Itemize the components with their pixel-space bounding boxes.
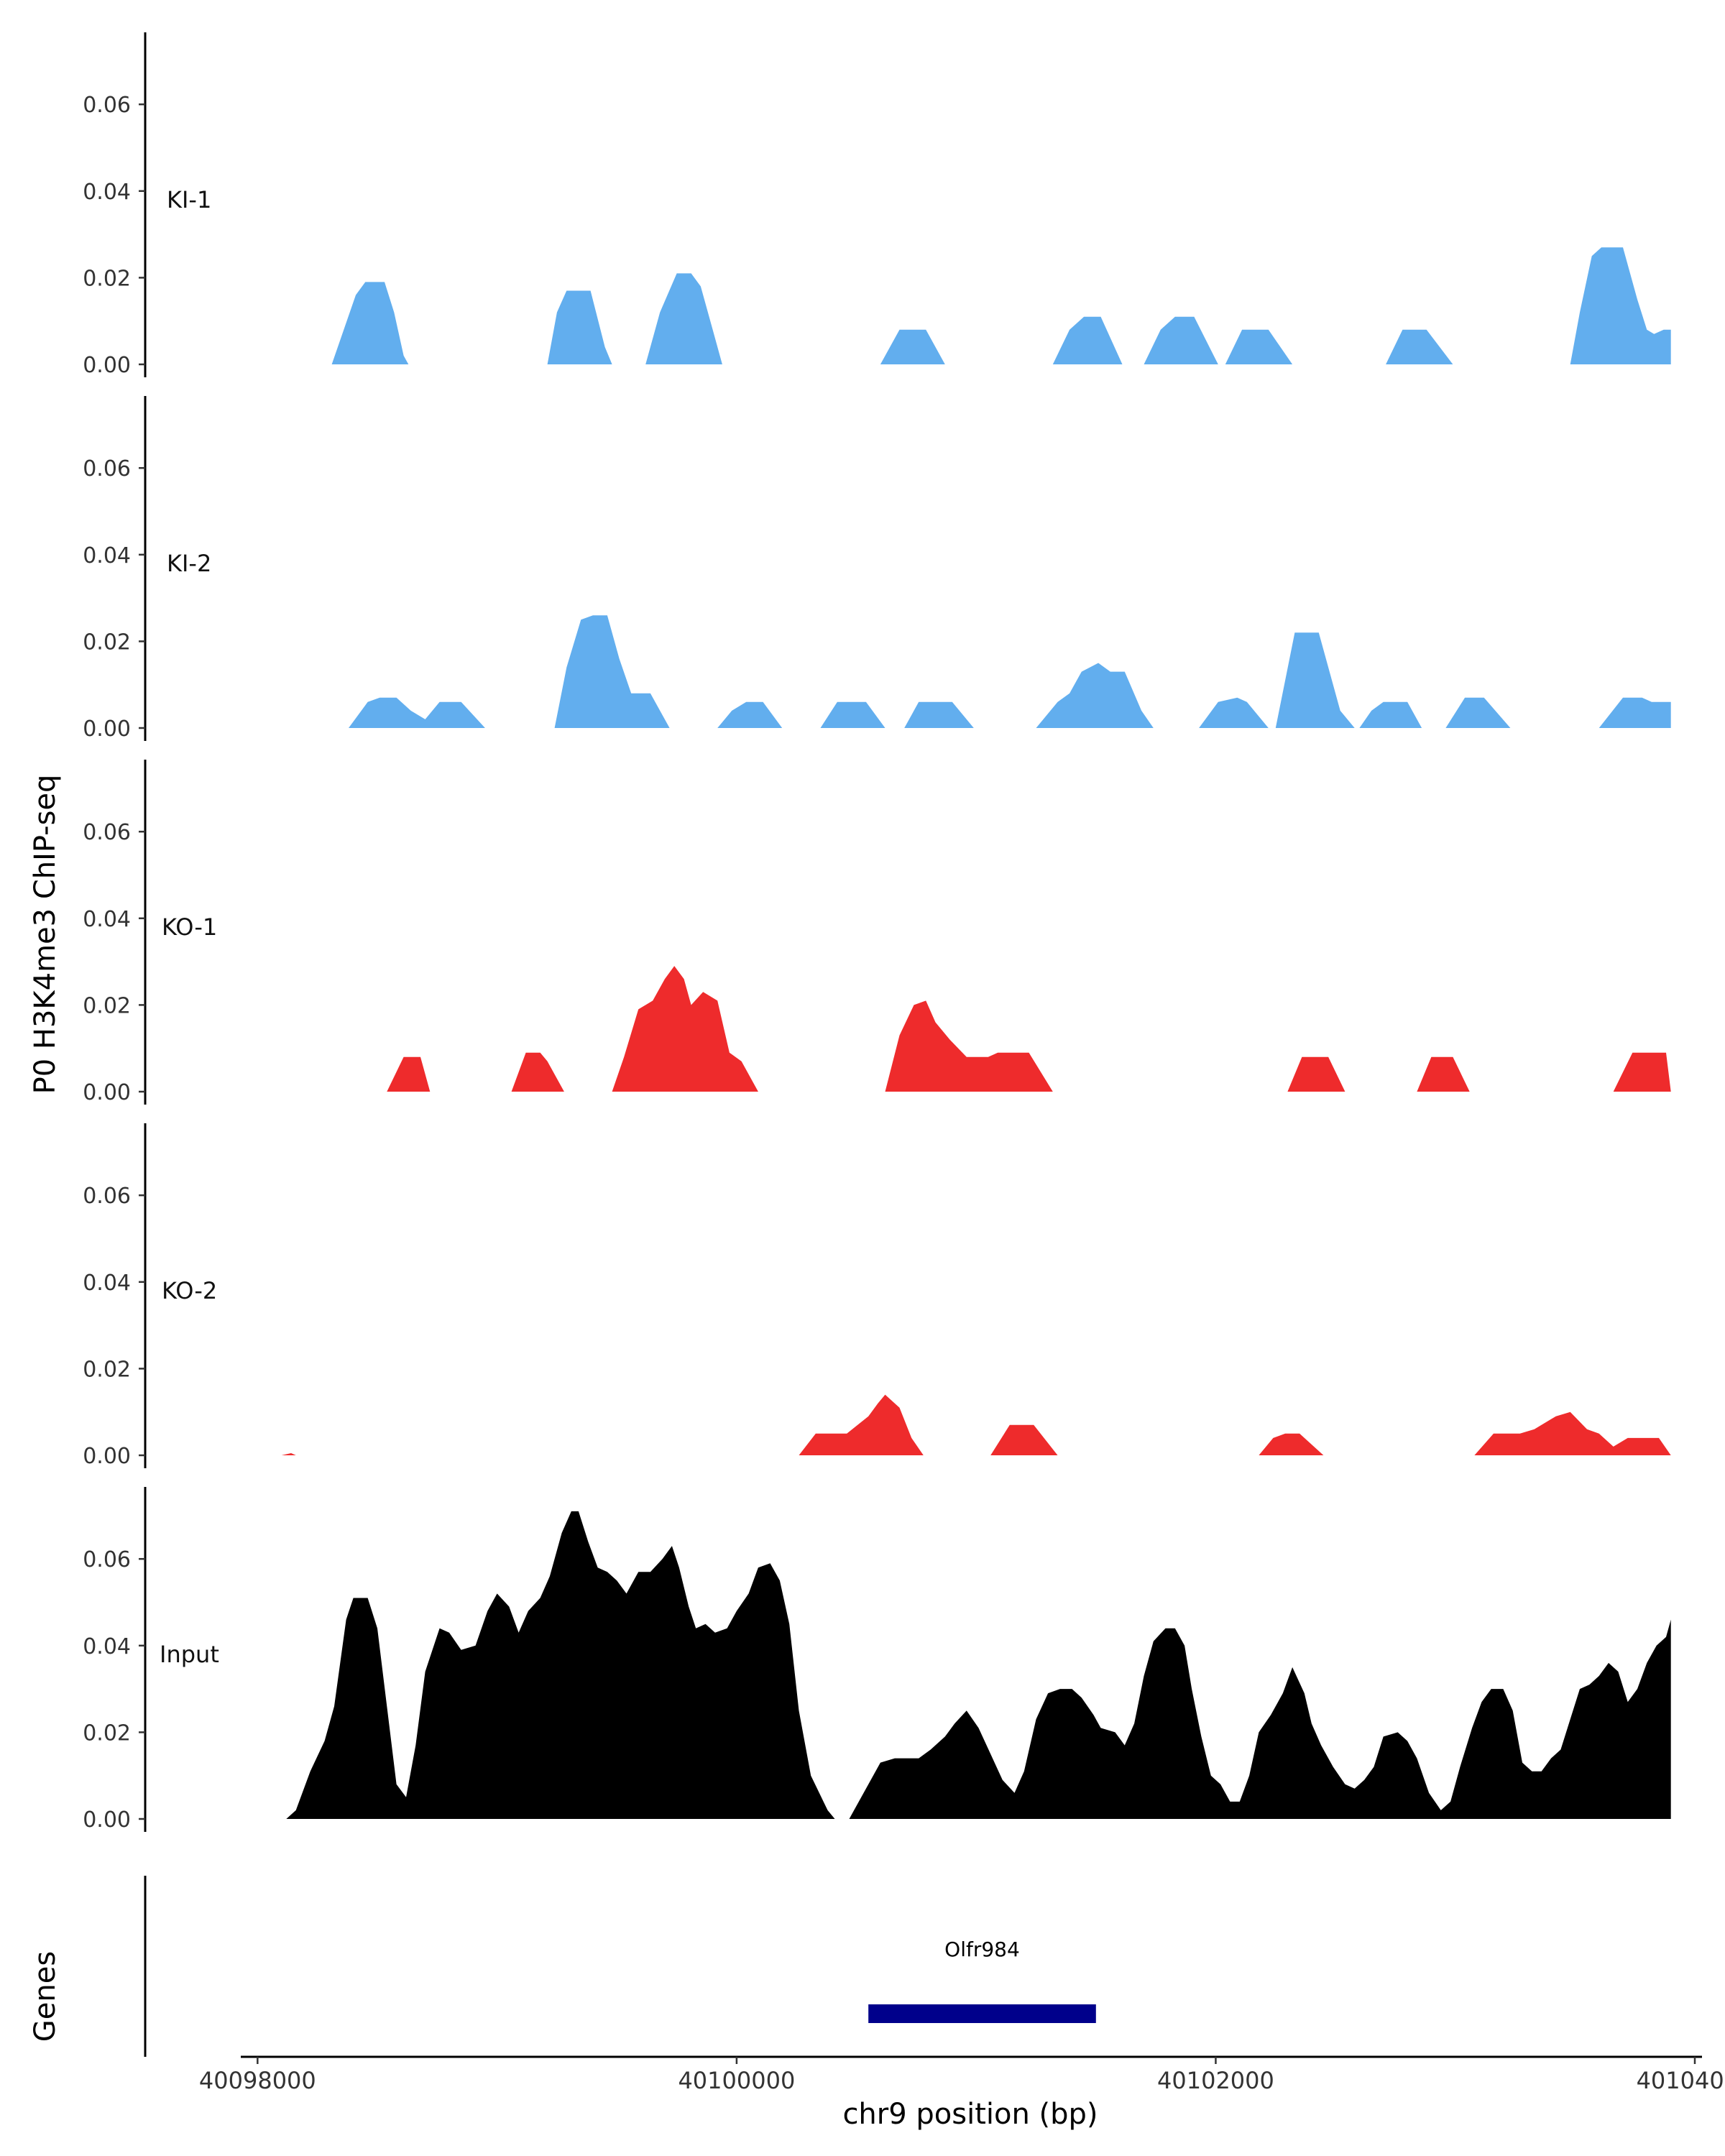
y-tick-label-ki-1: 0.04 bbox=[83, 180, 131, 205]
coverage-area-ko-2 bbox=[281, 1394, 1671, 1455]
y-tick-label-ko-2: 0.02 bbox=[83, 1357, 131, 1382]
y-tick-label-input: 0.04 bbox=[83, 1634, 131, 1659]
y-tick-label-ki-2: 0.02 bbox=[83, 630, 131, 655]
y-tick-label-ko-1: 0.02 bbox=[83, 993, 131, 1018]
x-tick-label: 40100000 bbox=[678, 2067, 795, 2094]
x-axis-title: chr9 position (bp) bbox=[842, 2098, 1098, 2131]
y-tick-label-ki-2: 0.04 bbox=[83, 543, 131, 568]
y-tick-label-ki-2: 0.06 bbox=[83, 456, 131, 482]
y-tick-label-input: 0.00 bbox=[83, 1807, 131, 1833]
y-tick-label-input: 0.02 bbox=[83, 1720, 131, 1746]
y-axis-title: P0 H3K4me3 ChIP-seq bbox=[29, 775, 62, 1095]
y-tick-label-ki-1: 0.02 bbox=[83, 266, 131, 291]
track-panels: 0.00 0.02 0.04 0.06 KI-1 0.00 0.02 0.04 0.06 KI-2… bbox=[83, 32, 1671, 1833]
coverage-area-input bbox=[286, 1511, 1671, 1819]
track-label-ki-1: KI-1 bbox=[167, 186, 211, 213]
y-tick-label-ko-1: 0.00 bbox=[83, 1080, 131, 1105]
y-tick-label-ko-2: 0.06 bbox=[83, 1184, 131, 1209]
coverage-area-ki-2 bbox=[349, 615, 1671, 728]
y-tick-label-ki-2: 0.00 bbox=[83, 717, 131, 742]
track-label-input: Input bbox=[160, 1641, 219, 1668]
y-tick-label-ko-1: 0.06 bbox=[83, 820, 131, 845]
y-tick-label-ko-2: 0.04 bbox=[83, 1271, 131, 1296]
gene-bar-olfr984 bbox=[868, 2004, 1096, 2023]
x-axis: 40098000 40100000 40102000 40104000 bbox=[199, 2055, 1725, 2094]
genes-axis-title: Genes bbox=[29, 1951, 62, 2042]
y-tick-label-ko-1: 0.04 bbox=[83, 907, 131, 932]
x-tick-label: 40104000 bbox=[1637, 2067, 1725, 2094]
coverage-area-ki-1 bbox=[331, 247, 1671, 364]
gene-panel: Olfr984 bbox=[144, 1876, 1096, 2057]
track-ko-1: 0.00 0.02 0.04 0.06 KO-1 bbox=[83, 760, 1671, 1105]
track-ki-1: 0.00 0.02 0.04 0.06 KI-1 bbox=[83, 32, 1671, 378]
track-label-ko-1: KO-1 bbox=[162, 913, 217, 941]
track-input: 0.00 0.02 0.04 0.06 Input bbox=[83, 1487, 1671, 1833]
track-ko-2: 0.00 0.02 0.04 0.06 KO-2 bbox=[83, 1123, 1671, 1469]
track-label-ki-2: KI-2 bbox=[167, 550, 211, 577]
y-tick-label-ko-2: 0.00 bbox=[83, 1444, 131, 1469]
track-label-ko-2: KO-2 bbox=[162, 1277, 217, 1304]
y-tick-label-ki-1: 0.00 bbox=[83, 353, 131, 378]
y-tick-label-input: 0.06 bbox=[83, 1547, 131, 1572]
x-tick-label: 40098000 bbox=[199, 2067, 316, 2094]
track-ki-2: 0.00 0.02 0.04 0.06 KI-2 bbox=[83, 396, 1671, 742]
gene-label-olfr984: Olfr984 bbox=[944, 1938, 1020, 1961]
x-tick-label: 40102000 bbox=[1157, 2067, 1274, 2094]
y-tick-label-ki-1: 0.06 bbox=[83, 93, 131, 118]
coverage-area-ko-1 bbox=[387, 966, 1671, 1092]
